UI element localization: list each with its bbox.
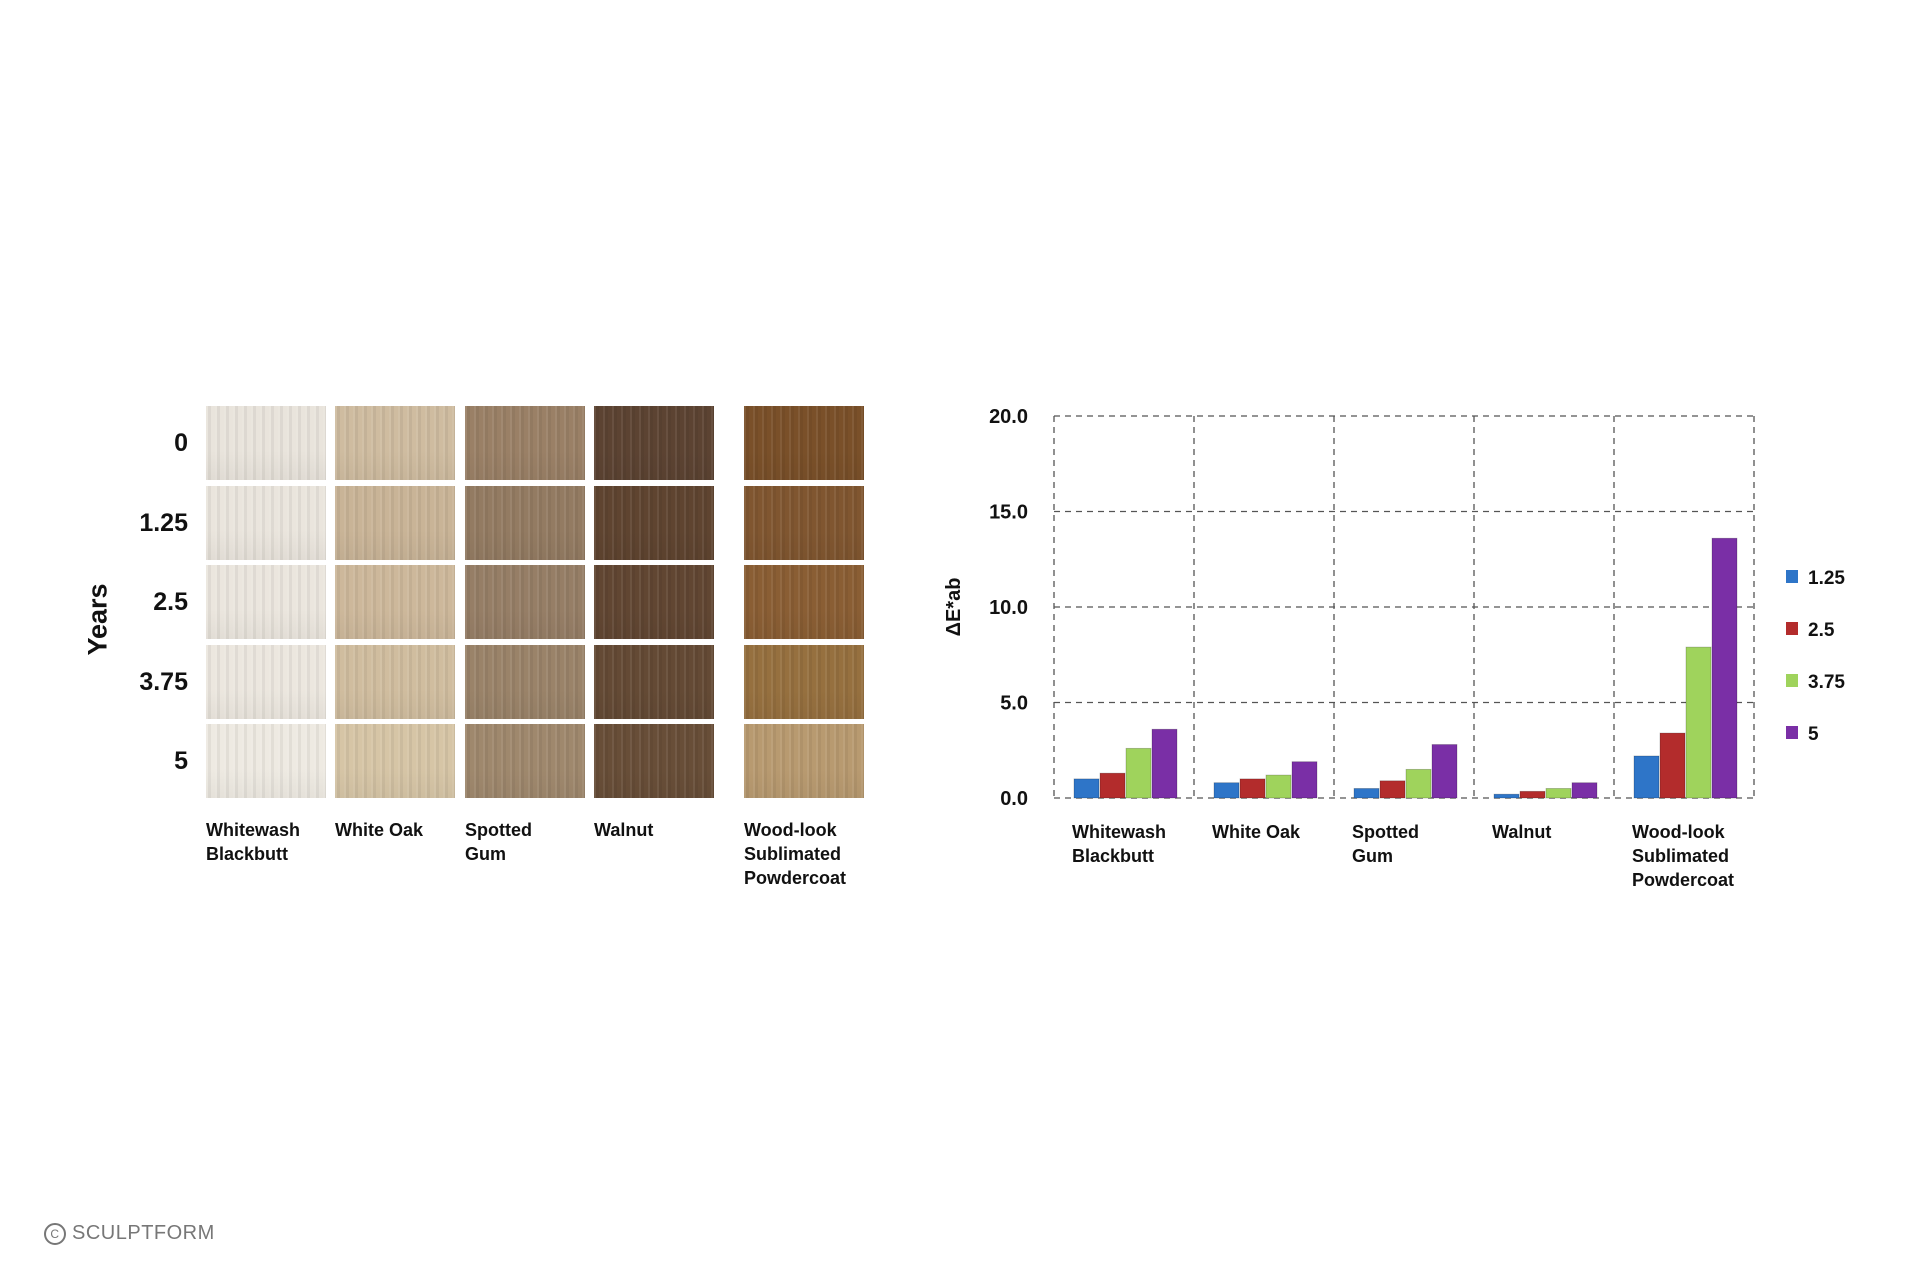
legend-swatch-1 — [1786, 622, 1798, 635]
bar-3.75-1 — [1265, 774, 1292, 799]
x-category-label-4: Wood-look Sublimated Powdercoat — [1632, 822, 1734, 890]
y-tick-label-2: 10.0 — [989, 597, 1028, 619]
x-category-label-3: Walnut — [1492, 822, 1551, 842]
x-category-label-2: Spotted Gum — [1352, 822, 1419, 866]
copyright-footer: C SCULPTFORM — [44, 1222, 215, 1245]
year-label-0: 0 — [174, 429, 188, 457]
x-category-label-line: Whitewash — [1072, 822, 1166, 842]
bar-5-0 — [1151, 728, 1178, 799]
legend-swatch-0 — [1786, 570, 1798, 583]
swatch-r1-m0 — [206, 486, 326, 560]
swatch-r0-m4 — [744, 406, 864, 480]
legend-label-1: 2.5 — [1808, 620, 1835, 641]
bar-1.25-0 — [1073, 778, 1100, 799]
year-label-1: 1.25 — [139, 509, 188, 537]
bar-2.5-1 — [1239, 778, 1266, 799]
swatch-r0-m3 — [594, 406, 714, 480]
swatch-r3-m0 — [206, 645, 326, 719]
x-category-label-line: Powdercoat — [1632, 870, 1734, 890]
legend-swatch-3 — [1786, 726, 1798, 739]
year-label-3: 3.75 — [139, 668, 188, 696]
bar-3.75-4 — [1685, 646, 1712, 799]
swatch-r4-m3 — [594, 724, 714, 798]
bar-5-3 — [1571, 782, 1598, 799]
x-category-label-line: Walnut — [1492, 822, 1551, 842]
bar-1.25-1 — [1213, 782, 1240, 799]
swatch-r4-m0 — [206, 724, 326, 798]
swatch-r1-m3 — [594, 486, 714, 560]
swatch-r2-m1 — [335, 565, 455, 639]
swatch-r0-m0 — [206, 406, 326, 480]
x-category-label-1: White Oak — [1212, 822, 1301, 842]
bar-2.5-2 — [1379, 780, 1406, 799]
legend-swatch-2 — [1786, 674, 1798, 687]
swatch-r3-m4 — [744, 645, 864, 719]
swatch-r2-m4 — [744, 565, 864, 639]
legend-label-2: 3.75 — [1808, 672, 1845, 693]
bar-3.75-0 — [1125, 747, 1152, 799]
x-category-label-line: Wood-look — [1632, 822, 1726, 842]
brand-name: SCULPTFORM — [72, 1222, 215, 1244]
bar-1.25-4 — [1633, 755, 1660, 799]
bar-5-1 — [1291, 761, 1318, 799]
material-label-2: Spotted Gum — [465, 820, 532, 864]
swatch-r0-m1 — [335, 406, 455, 480]
swatch-r4-m4 — [744, 724, 864, 798]
swatch-r3-m3 — [594, 645, 714, 719]
y-tick-label-1: 5.0 — [1000, 693, 1028, 715]
bar-3.75-3 — [1545, 788, 1572, 799]
bar-2.5-4 — [1659, 732, 1686, 799]
swatch-r2-m3 — [594, 565, 714, 639]
swatch-r1-m1 — [335, 486, 455, 560]
x-category-label-line: Blackbutt — [1072, 846, 1154, 866]
copyright-icon: C — [44, 1222, 66, 1245]
swatch-r3-m2 — [465, 645, 585, 719]
legend-label-3: 5 — [1808, 724, 1819, 745]
bar-3.75-2 — [1405, 768, 1432, 799]
bar-2.5-3 — [1519, 790, 1546, 799]
bar-1.25-3 — [1493, 793, 1520, 799]
material-label-1: White Oak — [335, 820, 424, 840]
material-label-4: Wood-look Sublimated Powdercoat — [744, 820, 847, 888]
swatch-r2-m0 — [206, 565, 326, 639]
y-axis-label: ΔE*ab — [943, 578, 965, 637]
bar-5-2 — [1431, 744, 1458, 799]
x-category-label-line: Sublimated — [1632, 846, 1729, 866]
x-category-label-line: Gum — [1352, 846, 1393, 866]
year-label-4: 5 — [174, 747, 188, 775]
swatch-r0-m2 — [465, 406, 585, 480]
swatch-r2-m2 — [465, 565, 585, 639]
swatch-panel: Years 0 1.25 2.5 3.75 5 Whitewash Blackbutt W… — [0, 0, 900, 1280]
legend-label-0: 1.25 — [1808, 568, 1845, 589]
swatch-r4-m2 — [465, 724, 585, 798]
bar-5-4 — [1711, 537, 1738, 799]
bar-2.5-0 — [1099, 772, 1126, 799]
x-category-label-line: Spotted — [1352, 822, 1419, 842]
year-label-2: 2.5 — [153, 588, 188, 616]
swatch-r1-m2 — [465, 486, 585, 560]
x-category-label-line: White Oak — [1212, 822, 1301, 842]
swatch-r4-m1 — [335, 724, 455, 798]
material-label-0: Whitewash Blackbutt — [206, 820, 301, 864]
y-tick-label-0: 0.0 — [1000, 788, 1028, 810]
bar-1.25-2 — [1353, 788, 1380, 799]
swatch-r3-m1 — [335, 645, 455, 719]
swatch-r1-m4 — [744, 486, 864, 560]
y-tick-label-3: 15.0 — [989, 502, 1028, 524]
x-category-label-0: Whitewash Blackbutt — [1072, 822, 1166, 866]
y-tick-label-4: 20.0 — [989, 406, 1028, 428]
material-label-3: Walnut — [594, 820, 654, 840]
